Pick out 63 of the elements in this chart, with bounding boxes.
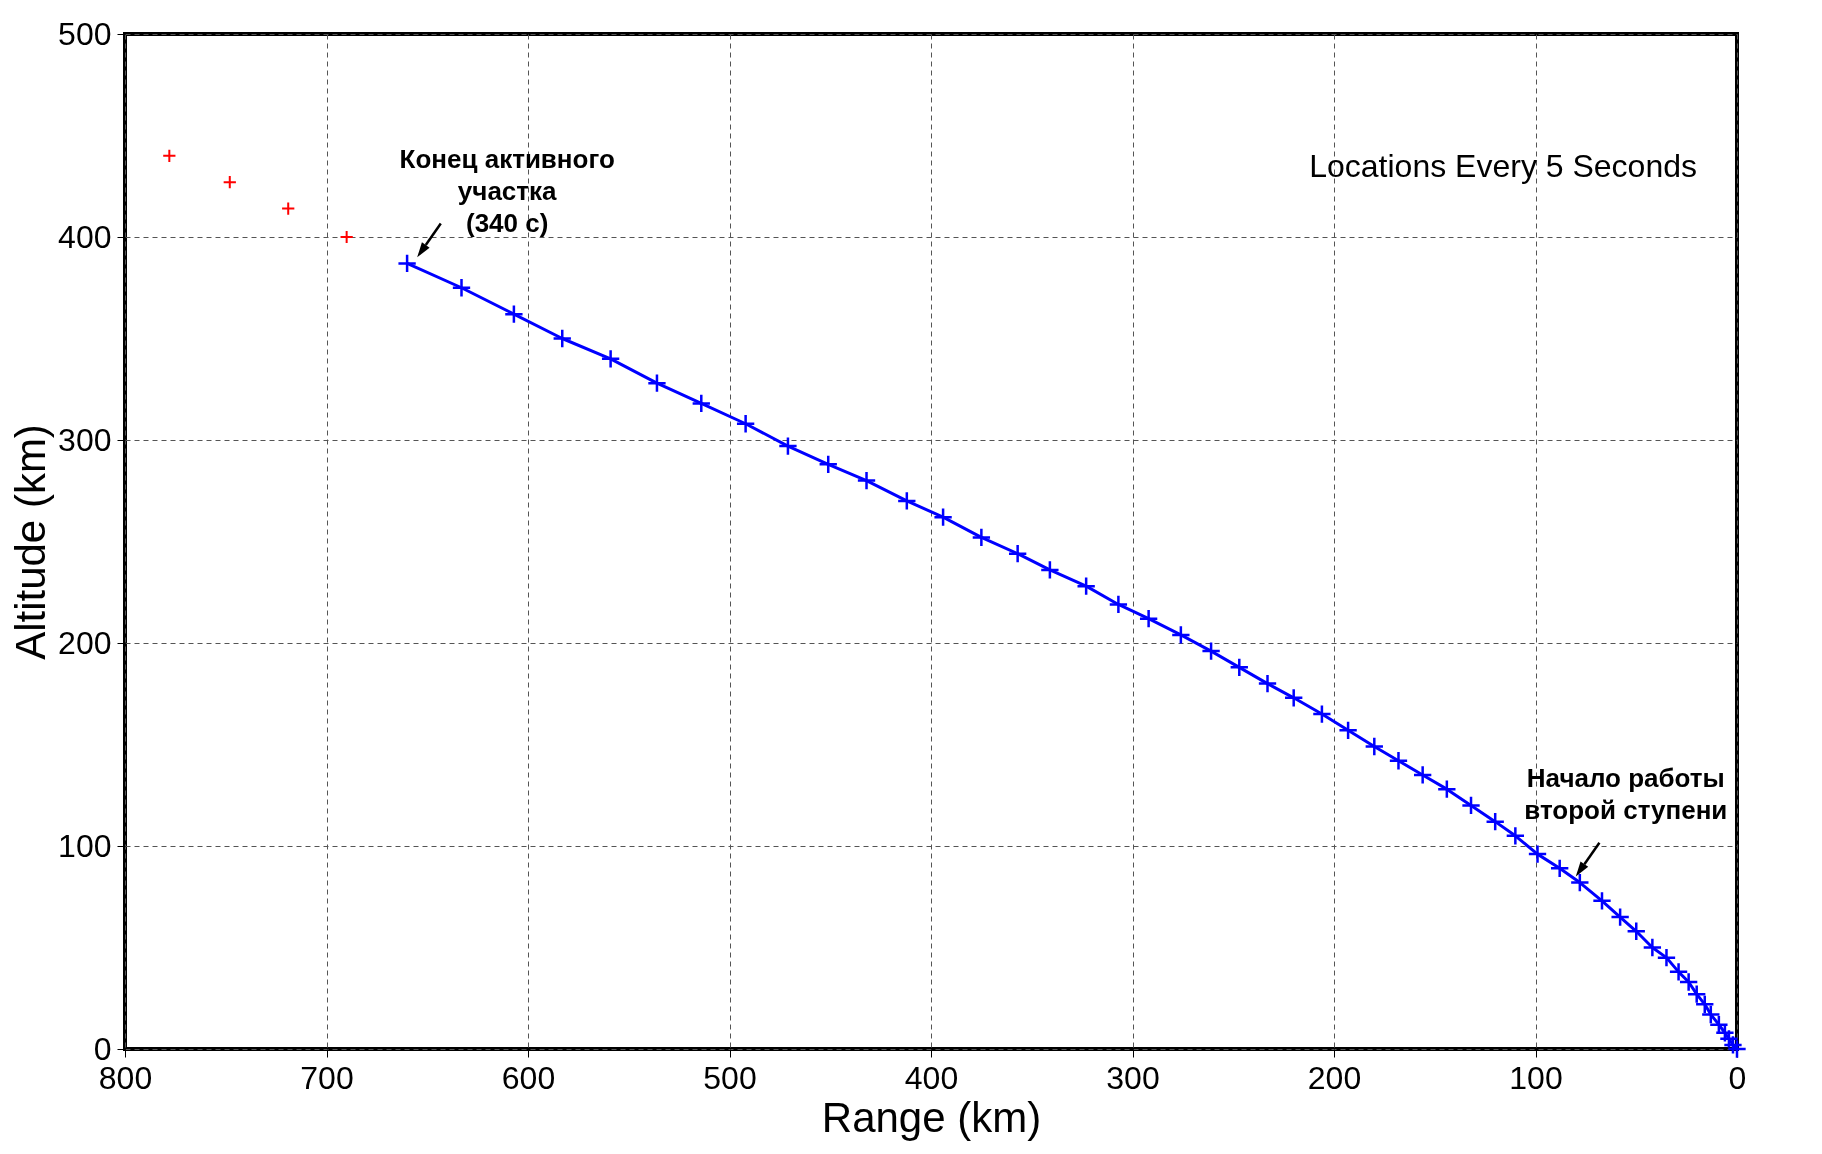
point <box>1436 779 1457 800</box>
x-axis-title: Range (km) <box>821 1093 1042 1141</box>
point <box>856 470 877 491</box>
point <box>1485 811 1506 832</box>
point <box>1642 937 1663 958</box>
y-tick-label: 300 <box>58 421 112 458</box>
point <box>162 148 177 163</box>
point <box>397 253 418 274</box>
point <box>1656 947 1677 968</box>
point <box>1569 872 1590 893</box>
point <box>1312 704 1332 724</box>
x-tick-label: 500 <box>703 1059 757 1096</box>
point <box>503 304 524 325</box>
point <box>600 348 621 369</box>
y-tick-label: 200 <box>58 624 112 661</box>
point <box>896 490 917 511</box>
point <box>1170 624 1191 645</box>
y-axis-title: Altitude (km) <box>7 424 55 660</box>
point <box>1388 750 1409 771</box>
point <box>1229 657 1250 678</box>
point <box>818 454 839 475</box>
point <box>339 229 354 245</box>
point <box>778 436 798 456</box>
point <box>552 328 573 349</box>
point <box>647 373 667 394</box>
x-tick-label: 200 <box>1307 1059 1362 1096</box>
x-tick-label: 700 <box>300 1059 354 1096</box>
x-tick-label: 100 <box>1509 1059 1563 1096</box>
point <box>1039 560 1060 580</box>
point <box>1610 907 1631 927</box>
point <box>1461 795 1481 816</box>
x-tick-label: 300 <box>1106 1059 1160 1096</box>
point <box>933 507 953 528</box>
point <box>281 201 296 216</box>
point <box>1283 687 1304 708</box>
point <box>1338 720 1359 741</box>
point <box>1201 641 1221 662</box>
y-tick-label: 400 <box>58 218 112 255</box>
point <box>691 393 712 414</box>
point <box>735 413 756 434</box>
y-tick-label: 100 <box>58 827 112 864</box>
point <box>1138 608 1159 629</box>
point <box>1592 890 1612 911</box>
point <box>1527 844 1548 865</box>
point <box>1549 858 1570 879</box>
point <box>1626 921 1647 942</box>
annotation: Начало работы второй ступени <box>1524 763 1728 826</box>
y-tick-label: 500 <box>58 15 112 52</box>
x-tick-label: 0 <box>1728 1059 1747 1096</box>
point <box>1108 594 1129 615</box>
point <box>1412 765 1433 785</box>
point <box>1007 543 1028 564</box>
point <box>1076 576 1097 597</box>
point <box>971 527 992 548</box>
point <box>1505 825 1526 846</box>
point <box>1257 673 1278 694</box>
x-tick-label: 600 <box>501 1059 556 1096</box>
annotation: Конец активного участка (340 с) <box>399 144 615 239</box>
point <box>451 277 472 298</box>
point <box>222 175 237 190</box>
x-tick-label: 400 <box>904 1059 959 1096</box>
annotation: Locations Every 5 Seconds <box>1309 148 1697 184</box>
point <box>1364 736 1385 757</box>
